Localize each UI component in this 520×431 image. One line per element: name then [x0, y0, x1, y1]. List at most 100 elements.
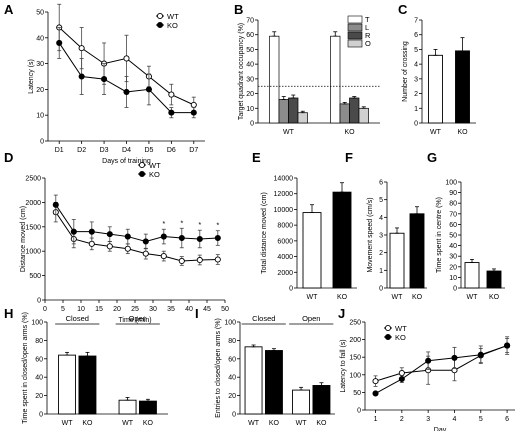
data-point-ko [106, 231, 113, 238]
data-point-wt [372, 378, 379, 385]
panel-f: F 0 1 2 3 4 5 6 Movement speed (cm/s) WT KO [345, 150, 427, 301]
x-tick-label: KO [82, 420, 93, 427]
data-point-wt [160, 253, 167, 260]
y-tick-label: 150 [349, 355, 361, 362]
bar-wt [118, 399, 137, 415]
y-tick-label: 90 [449, 190, 457, 197]
panel-label: J [338, 306, 345, 321]
y-tick-label: 20 [449, 264, 457, 271]
x-axis-label: Time (min) [118, 317, 151, 324]
legend-label: KO [149, 170, 160, 179]
group-label: Closed [252, 314, 275, 323]
y-tick-label: 80 [228, 338, 236, 345]
panel-j: J 0 50 100 150 200 250 Latency to fall (s) 1 2 3 4 5… [338, 306, 515, 431]
y-axis-label: Distance moved (cm) [20, 206, 27, 272]
y-tick-label: 0 [232, 412, 236, 419]
y-tick-label: 6000 [277, 238, 293, 245]
panel-label: A [4, 2, 14, 17]
y-tick-label: 60 [35, 356, 43, 363]
legend-label: R [365, 31, 371, 40]
x-tick-label: KO [344, 129, 355, 136]
significance-star: * [162, 219, 165, 228]
y-tick-label: 8000 [277, 223, 293, 230]
bar-t [330, 35, 341, 124]
panel-e: E 0 2000 4000 6000 8000 10000 12000 14000 Total d… [252, 150, 357, 301]
bar-ko [265, 350, 283, 415]
x-tick-label: 5 [479, 416, 483, 423]
bar-ko [486, 270, 502, 289]
y-axis-label: Number of crossing [402, 41, 409, 102]
data-point-ko [88, 228, 95, 235]
series-line-wt [55, 211, 218, 262]
y-tick-label: 100 [445, 180, 457, 187]
y-tick-label: 30 [246, 76, 254, 83]
y-axis-label: Time spent in closed/open arms (%) [22, 312, 29, 424]
y-tick-label: 20 [246, 91, 254, 98]
bar-ko [409, 213, 425, 289]
y-axis-label: Entries to closed/open arms (%) [215, 318, 222, 418]
bar-wt [389, 232, 405, 289]
y-axis-label: Time spent in centre (%) [436, 197, 443, 273]
data-point-ko [52, 201, 59, 208]
data-point-wt [398, 369, 405, 377]
y-tick-label: 50 [449, 233, 457, 240]
bar-t [269, 35, 280, 124]
x-axis-label: Day [434, 427, 447, 431]
data-point-wt [123, 55, 130, 62]
x-tick-label: WT [248, 420, 260, 427]
series-line-ko [375, 345, 508, 394]
x-tick-label: D6 [167, 147, 176, 154]
x-tick-label: 30 [149, 306, 157, 313]
data-point-ko [124, 233, 131, 240]
y-tick-label: 4000 [277, 254, 293, 261]
panel-label: D [4, 150, 13, 165]
y-tick-label: 40 [36, 35, 44, 42]
bar-wt [244, 346, 263, 415]
y-tick-label: 30 [36, 61, 44, 68]
y-tick-label: 2000 [25, 200, 41, 207]
data-point-wt [142, 250, 149, 257]
data-point-wt [168, 91, 175, 98]
panel-g: G 0 10 20 30 40 50 60 70 80 90 100 Time spent in cen… [427, 150, 505, 301]
y-axis-label: Movement speed (cm/s) [367, 197, 374, 272]
data-point-wt [124, 245, 131, 252]
y-tick-label: 50 [36, 10, 44, 17]
legend-swatch [347, 23, 363, 32]
x-tick-label: 0 [43, 306, 47, 313]
x-tick-label: 40 [185, 306, 193, 313]
x-tick-label: WT [122, 420, 134, 427]
bar-wt [464, 262, 480, 289]
bar-ko [78, 355, 97, 415]
x-tick-label: WT [392, 294, 404, 301]
y-tick-label: 10 [449, 275, 457, 282]
y-tick-label: 14000 [274, 176, 294, 183]
significance-star: * [216, 221, 219, 230]
x-tick-label: WT [307, 294, 319, 301]
legend-label: T [365, 15, 370, 24]
y-tick-label: 3 [379, 233, 383, 240]
bar-wt [292, 389, 310, 415]
data-point-ko [477, 351, 484, 358]
y-tick-label: 100 [31, 320, 43, 327]
data-point-ko [196, 235, 203, 243]
bar-wt [302, 212, 322, 289]
data-point-ko [190, 109, 197, 116]
y-tick-label: 1500 [25, 224, 41, 231]
bar-wt [58, 354, 76, 415]
y-tick-label: 0 [357, 408, 361, 415]
y-tick-label: 2 [379, 250, 383, 257]
y-tick-label: 0 [250, 121, 254, 128]
y-tick-label: 60 [246, 32, 254, 39]
y-tick-label: 100 [224, 320, 236, 327]
legend-label: O [365, 39, 371, 48]
legend-marker [156, 21, 164, 29]
y-tick-label: 10 [246, 106, 254, 113]
panel-label: H [4, 306, 13, 321]
x-tick-label: KO [457, 129, 468, 136]
y-tick-label: 0 [39, 412, 43, 419]
legend-marker [156, 12, 164, 20]
bar-r [288, 97, 299, 124]
legend-marker [384, 333, 392, 341]
panel-label: C [398, 2, 408, 17]
